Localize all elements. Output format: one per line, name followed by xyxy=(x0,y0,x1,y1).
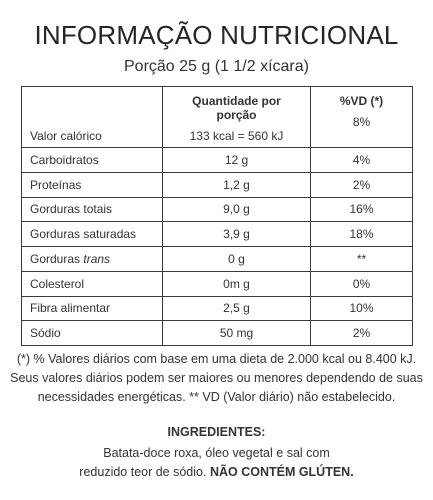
quantity-header-cell: Quantidade por porção 133 kcal = 560 kJ xyxy=(162,86,311,148)
row-vd: 16% xyxy=(310,196,413,223)
row-value: 0 g xyxy=(162,246,311,272)
row-label: Gorduras trans xyxy=(21,246,163,272)
row-vd: 10% xyxy=(310,295,413,322)
portion-size: Porção 25 g (1 1/2 xícara) xyxy=(124,58,309,75)
row-value: 2,5 g xyxy=(162,295,311,322)
table-row: Colesterol 0m g 0% xyxy=(21,270,413,297)
row-vd: 0% xyxy=(310,270,413,297)
ingredients-title: INGREDIENTES: xyxy=(167,425,266,439)
row-vd: 2% xyxy=(310,320,413,346)
page-title: INFORMAÇÃO NUTRICIONAL xyxy=(34,20,399,50)
ingredients-line: Batata-doce roxa, óleo vegetal e sal com xyxy=(103,446,330,460)
row-vd: 4% xyxy=(310,147,413,173)
row-label: Proteínas xyxy=(21,171,163,198)
row-value: 3,9 g xyxy=(162,221,311,247)
row-value: 1,2 g xyxy=(162,171,311,198)
table-header-row: Valor calórico Quantidade por porção 133… xyxy=(21,86,413,148)
row-label-prefix: Gorduras xyxy=(30,251,84,266)
row-label: Colesterol xyxy=(21,270,163,297)
table-row: Fibra alimentar 2,5 g 10% xyxy=(21,295,413,322)
footnote-line: (*) % Valores diários com base em uma di… xyxy=(16,352,417,366)
nutrition-table: Valor calórico Quantidade por porção 133… xyxy=(21,86,413,346)
calories-value: 133 kcal = 560 kJ xyxy=(189,129,284,143)
calories-vd: 8% xyxy=(352,115,371,129)
footnote-line: necessidades energéticas. ** VD (Valor d… xyxy=(37,390,396,404)
row-value: 0m g xyxy=(162,270,311,297)
footnote: (*) % Valores diários com base em uma di… xyxy=(0,350,433,407)
row-vd: ** xyxy=(310,246,413,272)
footnote-line: Seus valores diários podem ser maiores o… xyxy=(10,371,423,385)
row-label: Sódio xyxy=(21,320,163,346)
ingredients-text: Batata-doce roxa, óleo vegetal e sal com… xyxy=(0,444,433,482)
calories-label: Valor calórico xyxy=(21,86,163,148)
table-row: Proteínas 1,2 g 2% xyxy=(21,171,413,198)
row-label: Carboidratos xyxy=(21,147,163,173)
vd-header: %VD (*) xyxy=(339,94,384,108)
row-vd: 2% xyxy=(310,171,413,198)
row-value: 50 mg xyxy=(162,320,311,346)
table-row: Gorduras trans 0 g ** xyxy=(21,246,413,272)
vd-header-cell: %VD (*) 8% xyxy=(310,86,413,148)
row-label: Gorduras totais xyxy=(21,196,163,223)
row-value: 12 g xyxy=(162,147,311,173)
ingredients-line: reduzido teor de sódio. NÃO CONTÉM GLÚTE… xyxy=(0,463,433,482)
row-label: Gorduras saturadas xyxy=(21,221,163,247)
row-vd: 18% xyxy=(310,221,413,247)
table-row: Gorduras totais 9,0 g 16% xyxy=(21,196,413,223)
table-row: Gorduras saturadas 3,9 g 18% xyxy=(21,221,413,247)
gluten-free-notice: NÃO CONTÉM GLÚTEN. xyxy=(209,465,354,479)
row-label-italic: trans xyxy=(83,251,111,266)
row-value: 9,0 g xyxy=(162,196,311,223)
row-label: Fibra alimentar xyxy=(21,295,163,322)
ingredients-regular: reduzido teor de sódio. xyxy=(79,465,210,479)
quantity-header: Quantidade por porção xyxy=(192,94,281,122)
table-row: Carboidratos 12 g 4% xyxy=(21,147,413,173)
table-row: Sódio 50 mg 2% xyxy=(21,320,413,346)
